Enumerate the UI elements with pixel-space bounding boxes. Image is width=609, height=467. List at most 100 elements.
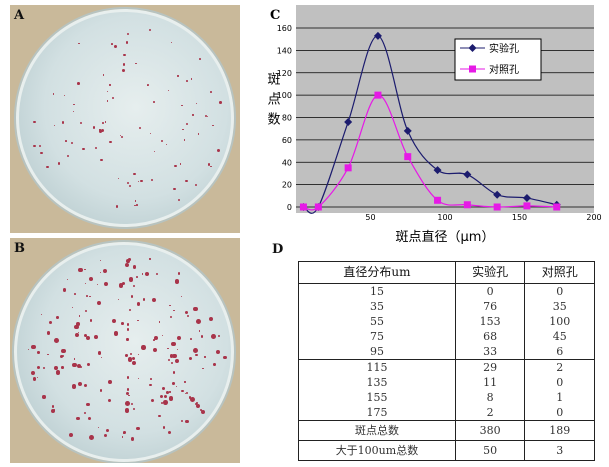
table-cell: 0 [524,283,595,299]
table-cell: 155 [298,390,456,405]
colony-dot [47,353,50,356]
panel-label-d: D [272,242,284,257]
petri-dish-control [16,9,234,227]
table-cell: 135 [298,375,456,390]
colony-dot [212,362,216,366]
colony-dot [33,120,36,123]
legend: 实验孔 对照孔 [454,38,542,81]
table-cell: 35 [524,299,595,314]
y-tick-label: 120 [277,69,292,78]
panel-label-b: B [14,241,25,256]
colony-dot [111,43,113,46]
colony-dot [204,356,206,358]
colony-dot [32,377,37,381]
colony-dot [121,436,124,438]
colony-dot [195,102,197,104]
colony-dot [103,433,107,437]
colony-dot [87,416,91,421]
table-cell: 11 [454,375,526,390]
colony-dot [184,381,186,383]
colony-dot [151,398,155,402]
colony-dot [154,335,159,340]
colony-dot [174,279,180,284]
colony-dot [100,389,103,392]
colony-dot [152,347,158,353]
x-tick-label: 150 [512,213,527,222]
colony-dot [84,384,88,388]
colony-dot [33,144,37,148]
colony-dot [125,41,128,44]
colony-dot [79,122,83,125]
colony-dot [198,330,201,332]
colony-dot [88,435,94,441]
colony-dot [61,366,64,369]
table-cell: 45 [524,329,595,344]
colony-dot [104,121,107,123]
petri-dish-experiment [14,242,234,462]
colony-dot [119,134,121,136]
colony-dot [197,133,200,135]
colony-dot [100,158,103,162]
colony-dot [182,128,184,131]
colony-dot [167,89,169,91]
colony-dot [192,114,194,116]
colony-dot [128,308,132,312]
colony-dot [83,268,86,271]
colony-dot [103,281,108,287]
colony-dot [126,338,129,341]
colony-dot [173,309,175,311]
colony-dot [208,316,214,322]
colony-dot [168,396,174,401]
colony-dot [172,382,175,386]
table-cell: 68 [454,329,526,344]
colony-dot [127,33,130,36]
colony-dot [184,419,189,424]
colony-dot [138,354,140,356]
data-point [314,203,322,211]
colony-dot [117,299,119,301]
colony-dot [171,353,177,359]
colony-dot [129,185,132,188]
colony-dot [97,426,100,428]
table-cell: 3 [524,440,595,461]
colony-dot [162,399,168,405]
colony-dot [88,276,94,282]
colony-dot [37,350,40,354]
colony-dot [149,133,151,135]
table-cell: 189 [524,420,595,441]
colony-dot [136,204,138,206]
colony-dot [61,121,65,125]
colony-dot [80,366,83,369]
colony-dot [136,426,140,431]
colony-dot [162,387,165,391]
colony-dot [38,144,41,147]
colony-dot [52,93,55,96]
colony-dot [53,366,58,370]
colony-dot [180,104,183,107]
colony-dot [87,362,91,366]
colony-dot [142,298,146,301]
colony-dot [59,354,63,358]
colony-dot [51,409,56,413]
legend-marker-diamond [468,44,477,52]
colony-dot [130,437,135,441]
colony-dot [127,357,132,362]
table-row: 斑点总数 380 189 [298,420,595,441]
colony-dot [137,377,140,380]
colony-dot [200,335,204,338]
colony-dot [170,361,174,364]
colony-dot [84,411,86,414]
colony-dot [122,62,126,66]
colony-dot [99,130,103,134]
colony-dot [109,140,113,144]
colony-dot [195,403,201,409]
data-table: 直径分布um 实验孔 对照孔 15 0 0 35 76 35 55 153 100 75 68 45 9… [298,261,595,461]
colony-dot [54,124,56,127]
colony-dot [102,268,107,273]
colony-dot [123,53,126,56]
colony-dot [74,358,76,360]
colony-dot [86,294,89,297]
colony-dot [189,397,195,403]
colony-dot [97,300,102,305]
y-tick-label: 100 [277,91,292,100]
